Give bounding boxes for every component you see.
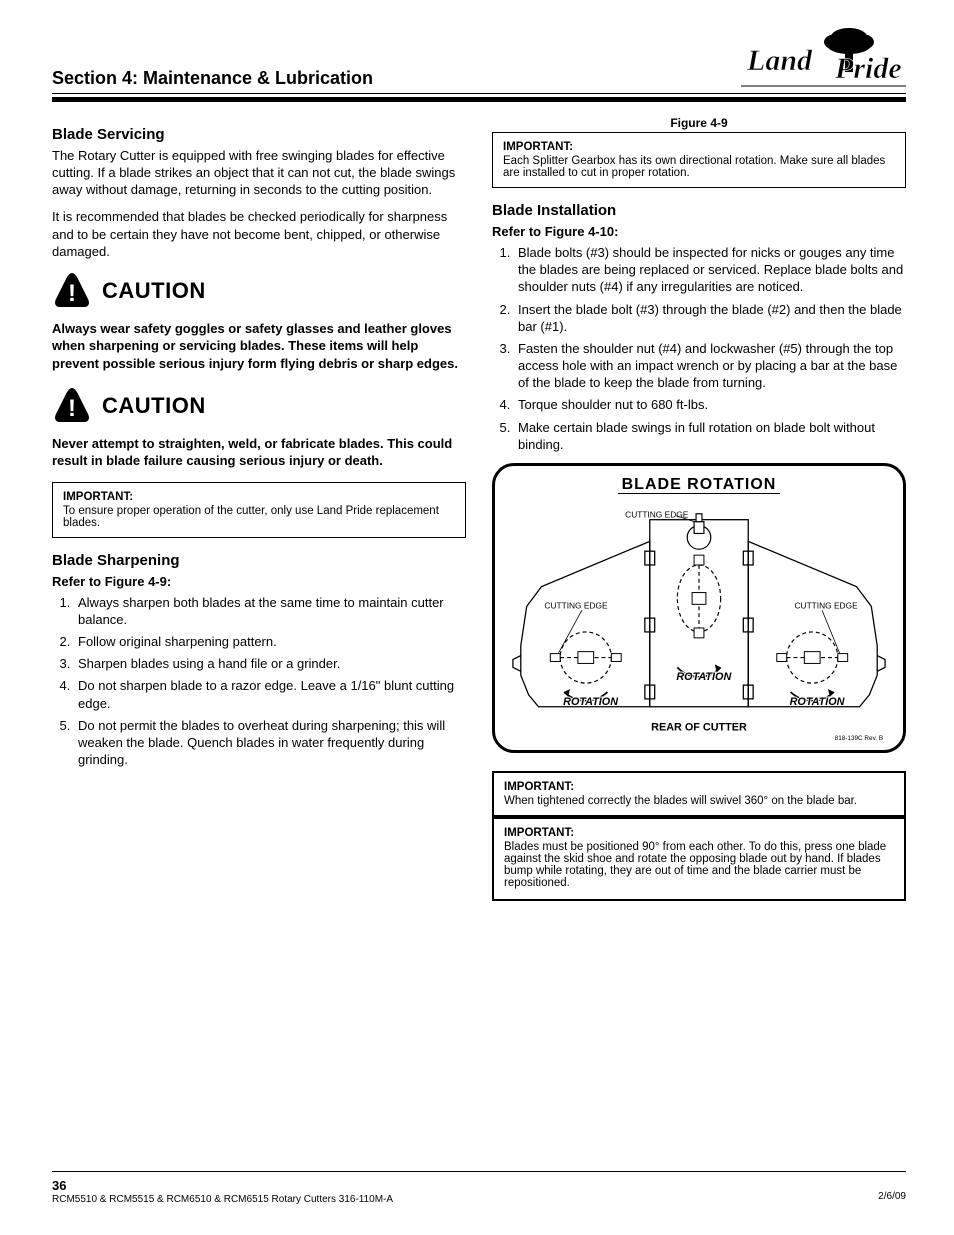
blade-rotation-figure: BLADE ROTATION [492, 463, 906, 753]
important-box-1-title: IMPORTANT: [63, 491, 455, 503]
caution-1-body: Always wear safety goggles or safety gla… [52, 320, 466, 373]
footer-right: 2/6/09 [878, 1178, 906, 1205]
important-box-2: IMPORTANT: Each Splitter Gearbox has its… [492, 132, 906, 188]
list-item: Make certain blade swings in full rotati… [514, 419, 906, 453]
important-double-box-top: IMPORTANT: When tightened correctly the … [494, 773, 904, 819]
footer-left: 36 RCM5510 & RCM5515 & RCM6510 & RCM6515… [52, 1178, 393, 1205]
list-item: Insert the blade bolt (#3) through the b… [514, 301, 906, 335]
rotation-label-right: ROTATION [790, 696, 845, 708]
svg-text:Land: Land [746, 44, 813, 77]
important-box-2-title: IMPORTANT: [503, 141, 895, 153]
page: Section 4: Maintenance & Lubrication Lan… [0, 0, 954, 1235]
important-3a-body: When tightened correctly the blades will… [504, 795, 894, 807]
right-column: Figure 4-9 IMPORTANT: Each Splitter Gear… [492, 116, 906, 901]
important-3a-title: IMPORTANT: [504, 781, 894, 793]
list-item: Follow original sharpening pattern. [74, 633, 466, 650]
important-3b-title: IMPORTANT: [504, 827, 894, 839]
caution-1-row: ! CAUTION [52, 270, 466, 314]
important-box-2-body: Each Splitter Gearbox has its own direct… [503, 155, 895, 179]
header-rule-thin [52, 93, 906, 94]
rotation-label-center: ROTATION [676, 671, 731, 683]
list-item: Fasten the shoulder nut (#4) and lockwas… [514, 340, 906, 391]
blade-rotation-title: BLADE ROTATION [507, 476, 891, 494]
content-columns: Blade Servicing The Rotary Cutter is equ… [52, 116, 906, 901]
left-column: Blade Servicing The Rotary Cutter is equ… [52, 116, 466, 901]
heading-blade-sharpening: Blade Sharpening [52, 552, 466, 569]
refer-figure-4-10: Refer to Figure 4-10: [492, 223, 906, 240]
cutting-edge-label-right: CUTTING EDGE [795, 600, 859, 610]
brand-logo: Land Pride [741, 26, 906, 88]
refer-figure-4-9: Refer to Figure 4-9: [52, 573, 466, 590]
caution-2-label: CAUTION [102, 385, 206, 419]
important-box-1-body: To ensure proper operation of the cutter… [63, 505, 455, 529]
caution-1-label: CAUTION [102, 270, 206, 304]
important-3b-body: Blades must be positioned 90° from each … [504, 841, 894, 889]
heading-blade-servicing: Blade Servicing [52, 126, 466, 143]
page-number: 36 [52, 1178, 393, 1193]
list-item: Do not sharpen blade to a razor edge. Le… [74, 677, 466, 711]
para-blade-2: It is recommended that blades be checked… [52, 208, 466, 259]
rear-of-cutter-label: REAR OF CUTTER [651, 721, 747, 733]
important-box-1: IMPORTANT: To ensure proper operation of… [52, 482, 466, 538]
list-item: Blade bolts (#3) should be inspected for… [514, 244, 906, 295]
list-item: Always sharpen both blades at the same t… [74, 594, 466, 628]
svg-text:!: ! [68, 280, 76, 307]
header-rule-thick [52, 97, 906, 102]
installation-list: Blade bolts (#3) should be inspected for… [492, 244, 906, 453]
caution-2-row: ! CAUTION [52, 385, 466, 429]
blade-rotation-diagram: CUTTING EDGE CUTTING EDGE CUTTING EDGE R… [507, 500, 891, 746]
footer-doc-id: RCM5510 & RCM5515 & RCM6510 & RCM6515 Ro… [52, 1194, 393, 1205]
caution-triangle-icon: ! [52, 386, 92, 429]
cutting-edge-label-left: CUTTING EDGE [544, 600, 608, 610]
drawing-id-label: 818-139C Rev. B [835, 735, 883, 742]
sharpening-list: Always sharpen both blades at the same t… [52, 594, 466, 768]
para-blade-1: The Rotary Cutter is equipped with free … [52, 147, 466, 198]
header-row: Section 4: Maintenance & Lubrication Lan… [52, 40, 906, 89]
rotation-label-left: ROTATION [563, 696, 618, 708]
svg-text:Pride: Pride [834, 52, 902, 85]
list-item: Do not permit the blades to overheat dur… [74, 717, 466, 768]
list-item: Torque shoulder nut to 680 ft-lbs. [514, 396, 906, 413]
cutting-edge-label-center: CUTTING EDGE [625, 510, 689, 520]
important-double-box-bottom: IMPORTANT: Blades must be positioned 90°… [494, 819, 904, 899]
footer-rule [52, 1171, 906, 1172]
heading-blade-installation: Blade Installation [492, 202, 906, 219]
footer-row: 36 RCM5510 & RCM5515 & RCM6510 & RCM6515… [52, 1178, 906, 1205]
page-footer: 36 RCM5510 & RCM5515 & RCM6510 & RCM6515… [52, 1171, 906, 1205]
svg-text:!: ! [68, 395, 76, 422]
important-double-box: IMPORTANT: When tightened correctly the … [492, 771, 906, 901]
figure-4-9-caption: Figure 4-9 [492, 116, 906, 130]
caution-2-body: Never attempt to straighten, weld, or fa… [52, 435, 466, 470]
list-item: Sharpen blades using a hand file or a gr… [74, 655, 466, 672]
caution-triangle-icon: ! [52, 271, 92, 314]
footer-date: 2/6/09 [878, 1191, 906, 1202]
